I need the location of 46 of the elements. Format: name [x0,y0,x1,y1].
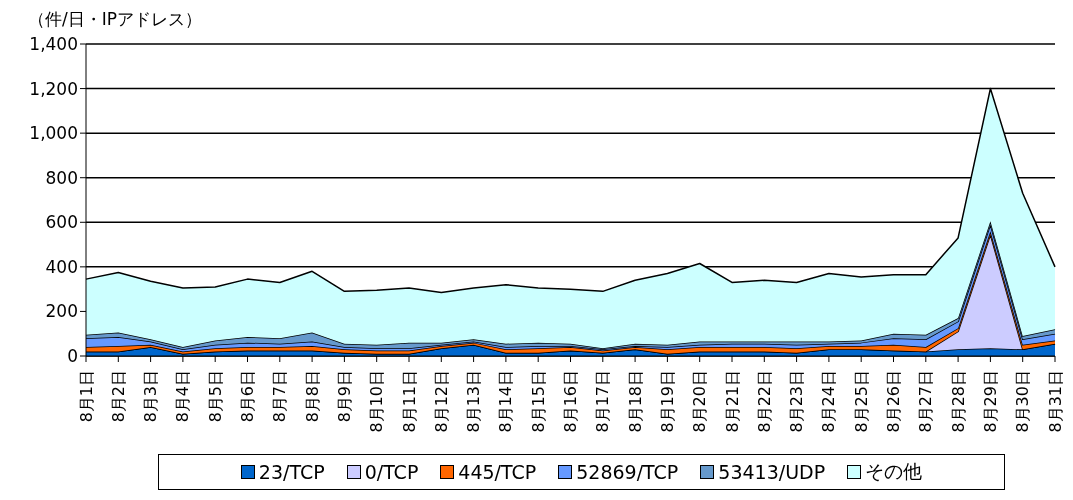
x-tick-label: 8月28日 [948,370,968,433]
y-tick-label: 0 [67,346,78,367]
y-tick-label: 1,000 [29,123,78,144]
x-tick-label: 8月30日 [1013,370,1033,433]
y-tick-label: 800 [45,167,78,188]
x-tick-label: 8月11日 [399,370,419,433]
x-tick-label: 8月9日 [334,370,354,423]
x-tick-label: 8月29日 [980,370,1000,433]
x-tick-label: 8月26日 [884,370,903,433]
x-tick-label: 8月21日 [722,370,742,433]
x-tick-label: 8月24日 [819,370,839,433]
x-tick-label: 8月13日 [464,370,484,433]
y-axis-title: （件/日・IPアドレス） [28,8,202,31]
legend-label: 53413/UDP [717,460,826,485]
x-tick-label: 8月25日 [851,370,871,433]
x-tick-label: 8月5日 [205,370,225,423]
x-tick-label: 8月18日 [625,370,645,433]
x-tick-label: 8月10日 [367,370,387,433]
y-tick-label: 600 [45,212,78,233]
x-tick-label: 8月3日 [141,370,161,423]
x-tick-label: 8月19日 [657,370,677,433]
y-tick-label: 1,200 [29,78,78,99]
x-tick-label: 8月23日 [787,370,807,433]
x-tick-label: 8月20日 [690,370,710,433]
x-tick-label: 8月16日 [561,370,580,433]
y-tick-label: 200 [45,301,78,322]
x-tick-label: 8月15日 [528,370,548,433]
x-tick-label: 8月27日 [916,370,936,433]
x-tick-label: 8月22日 [754,370,774,433]
x-tick-label: 8月6日 [238,370,257,423]
y-tick-label: 400 [45,256,78,277]
x-tick-label: 8月8日 [302,370,322,423]
legend-label: 52869/TCP [575,460,679,485]
legend-label: その他 [864,459,923,484]
x-tick-label: 8月4日 [173,370,193,423]
legend-label: 445/TCP [457,460,537,485]
legend-label: 0/TCP [363,460,419,485]
x-tick-label: 8月14日 [496,370,516,433]
x-tick-label: 8月17日 [593,370,613,433]
y-tick-label: 1,400 [29,34,78,55]
x-tick-label: 8月12日 [431,370,451,433]
x-tick-label: 8月7日 [270,370,290,423]
legend-label: 23/TCP [257,460,325,485]
x-tick-label: 8月2日 [108,370,128,423]
x-tick-label: 8月31日 [1045,370,1065,433]
x-tick-label: 8月1日 [76,370,96,423]
